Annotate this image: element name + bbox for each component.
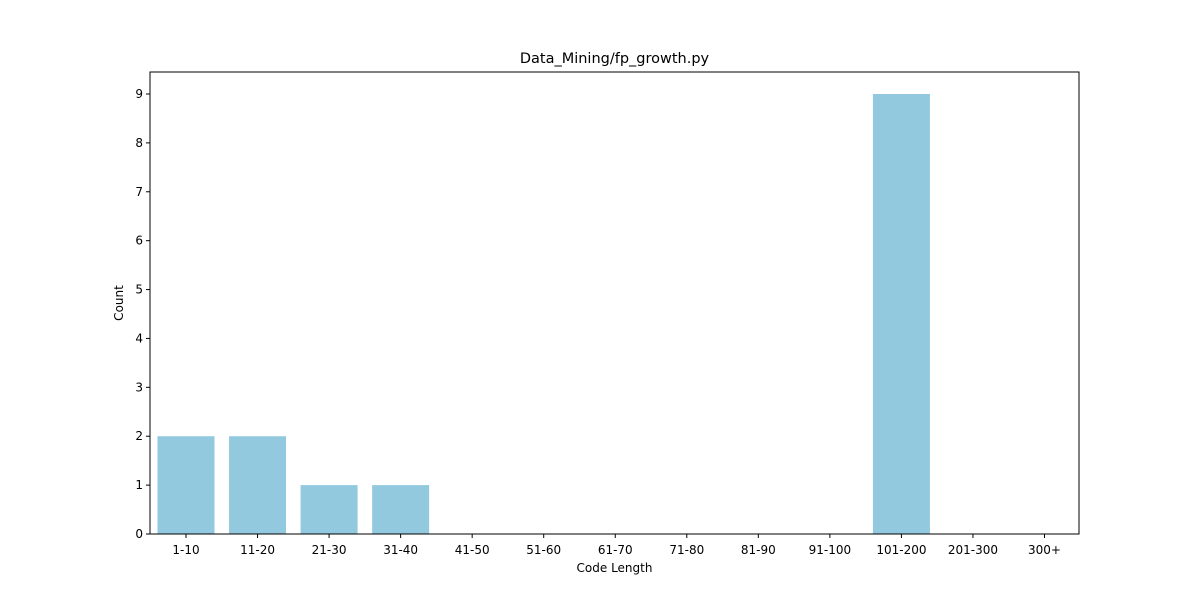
x-axis-title: Code Length [577, 561, 653, 575]
chart-title: Data_Mining/fp_growth.py [520, 51, 710, 67]
x-tick-label: 101-200 [876, 543, 926, 557]
x-tick-label: 21-30 [312, 543, 347, 557]
y-axis: 0 1 2 3 4 5 6 7 8 9 [135, 87, 150, 541]
y-tick-label: 9 [135, 87, 143, 101]
x-tick-label: 300+ [1028, 543, 1061, 557]
y-tick-label: 8 [135, 136, 143, 150]
x-tick-label: 11-20 [240, 543, 275, 557]
y-tick-label: 1 [135, 478, 143, 492]
bar-31-40 [372, 485, 430, 534]
x-tick-label: 201-300 [948, 543, 998, 557]
x-tick-label: 41-50 [455, 543, 490, 557]
bar-11-20 [229, 436, 287, 534]
x-tick-label: 61-70 [598, 543, 633, 557]
x-tick-label: 91-100 [809, 543, 852, 557]
bar-1-10 [157, 436, 215, 534]
y-tick-label: 2 [135, 429, 143, 443]
x-tick-label: 1-10 [172, 543, 199, 557]
bar-101-200 [872, 94, 930, 534]
x-axis: 1-10 11-20 21-30 31-40 41-50 51-60 61-70 71-80 8… [172, 534, 1061, 557]
y-tick-label: 3 [135, 380, 143, 394]
x-tick-label: 71-80 [669, 543, 704, 557]
y-tick-label: 5 [135, 283, 143, 297]
x-tick-label: 81-90 [741, 543, 776, 557]
x-tick-label: 31-40 [383, 543, 418, 557]
bars-layer [157, 94, 930, 534]
bar-21-30 [300, 485, 358, 534]
y-tick-label: 7 [135, 185, 143, 199]
y-axis-title: Count [112, 285, 126, 321]
plot-frame [149, 71, 1080, 535]
y-tick-label: 6 [135, 234, 143, 248]
y-tick-label: 0 [135, 527, 143, 541]
x-tick-label: 51-60 [526, 543, 561, 557]
y-tick-label: 4 [135, 331, 143, 345]
